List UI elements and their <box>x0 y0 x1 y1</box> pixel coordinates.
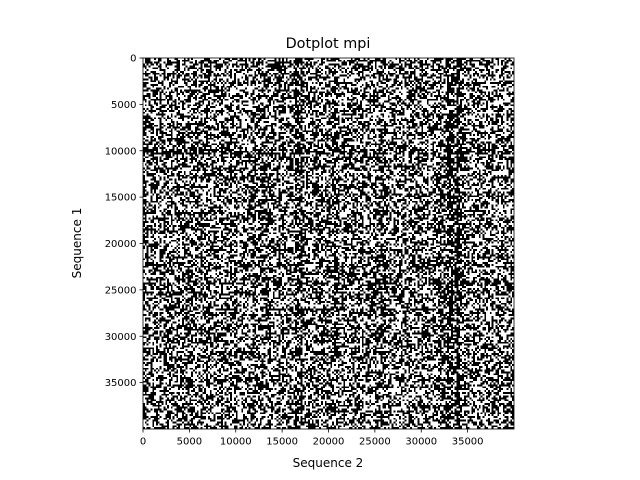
x-tick-label: 10000 <box>220 437 252 448</box>
chart-title: Dotplot mpi <box>286 36 371 52</box>
y-tick-label: 30000 <box>105 332 137 343</box>
x-tick-label: 15000 <box>266 437 298 448</box>
x-tick-label: 35000 <box>452 437 484 448</box>
y-tick-label: 0 <box>130 54 136 65</box>
plot-area <box>142 57 515 430</box>
y-tick-label: 35000 <box>105 378 137 389</box>
x-tick-label: 0 <box>140 437 146 448</box>
y-axis-label: Sequence 1 <box>70 208 84 279</box>
x-tick-label: 5000 <box>177 437 202 448</box>
x-axis-label: Sequence 2 <box>293 456 364 470</box>
y-tick-label: 5000 <box>111 100 136 111</box>
y-tick-label: 25000 <box>105 285 137 296</box>
x-tick-label: 25000 <box>359 437 391 448</box>
y-tick-label: 10000 <box>105 146 137 157</box>
y-axis: 0 5000 10000 15000 20000 25000 30000 35000 <box>105 54 143 389</box>
x-tick-label: 20000 <box>313 437 345 448</box>
y-tick-label: 20000 <box>105 239 137 250</box>
x-axis: 0 5000 10000 15000 20000 25000 30000 35000 <box>140 429 484 448</box>
y-tick-label: 15000 <box>105 193 137 204</box>
dot-matrix-image <box>143 58 514 429</box>
x-tick-label: 30000 <box>405 437 437 448</box>
